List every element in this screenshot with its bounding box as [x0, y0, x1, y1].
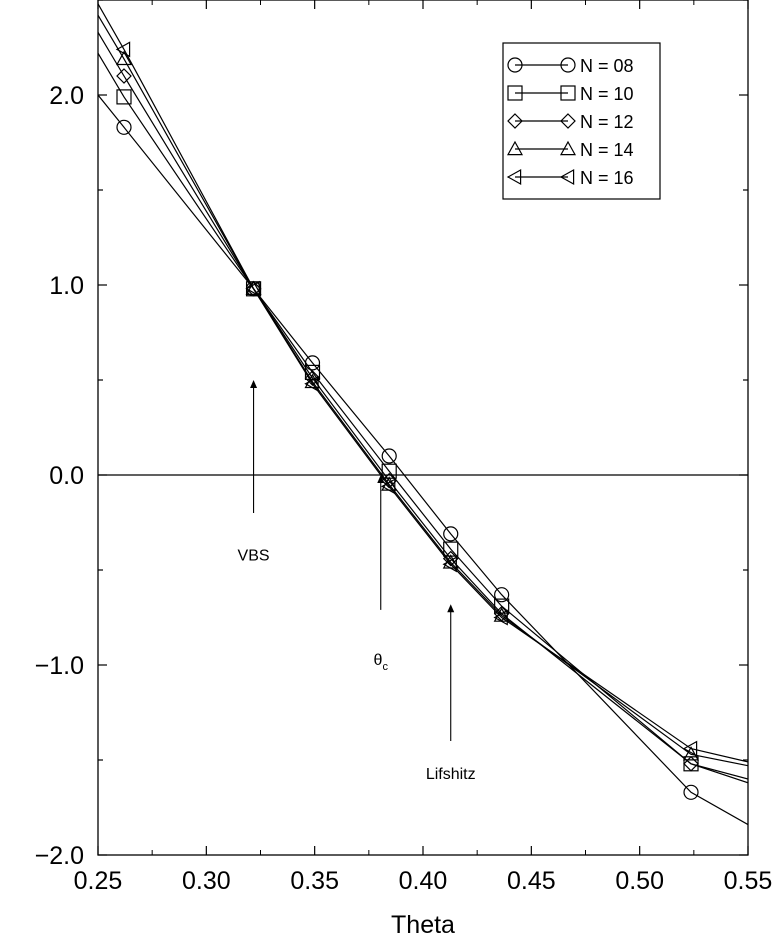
data-point — [683, 755, 699, 772]
series-line — [98, 31, 748, 780]
legend-label: N = 14 — [580, 140, 634, 160]
y-tick-label: 1.0 — [49, 272, 84, 300]
data-point — [443, 526, 459, 542]
data-point — [304, 375, 319, 392]
data-point — [115, 50, 133, 66]
data-point — [245, 280, 262, 295]
data-point — [245, 280, 260, 297]
data-point — [682, 746, 700, 761]
series-line — [98, 14, 748, 767]
legend-item: N = 10 — [507, 84, 634, 104]
annotations: VBS θc Lifshitz — [238, 380, 476, 783]
legend-item: N = 16 — [506, 168, 634, 188]
data-point — [245, 280, 262, 297]
annotation-3: Lifshitz — [426, 604, 476, 783]
annotation-1: VBS — [238, 380, 270, 565]
annotation-label: θc — [374, 652, 389, 673]
annotation-text: θ — [374, 652, 383, 669]
annotation-arrowhead — [447, 604, 455, 613]
legend-item: N = 14 — [506, 140, 634, 160]
legend-item: N = 12 — [507, 112, 634, 132]
data-point — [116, 68, 132, 84]
annotation-2: θc — [374, 475, 389, 673]
y-tick-label: −2.0 — [35, 842, 84, 870]
legend-marker-end — [559, 168, 575, 186]
x-axis-title: Theta — [391, 911, 455, 939]
y-tick-label: −1.0 — [35, 652, 84, 680]
x-tick-label: 0.50 — [615, 867, 664, 895]
x-tick-label: 0.25 — [74, 867, 123, 895]
x-tick-label: 0.45 — [507, 867, 556, 895]
axes: 0.25 0.30 0.35 0.40 0.45 0.50 0.55 −2.0 −1.0 0.0 1… — [35, 0, 773, 895]
legend-marker-start — [507, 57, 523, 73]
legend-marker-end — [560, 113, 576, 129]
series-1 — [98, 94, 748, 826]
annotation-arrowhead — [377, 475, 385, 483]
legend-item: N = 08 — [507, 56, 634, 76]
legend-label: N = 08 — [580, 56, 634, 76]
legend: N = 08 N = 10 N = 12 N = 14 N = 16 — [502, 42, 661, 200]
legend-label: N = 12 — [580, 112, 634, 132]
legend-marker-end — [560, 57, 576, 73]
annotation-arrowhead — [250, 380, 258, 388]
data-point — [116, 119, 132, 135]
series-line — [98, 3, 748, 763]
legend-label: N = 16 — [580, 168, 634, 188]
data-point — [683, 784, 699, 800]
annotation-label: Lifshitz — [426, 766, 476, 783]
y-tick-label: 0.0 — [49, 462, 84, 490]
data-point — [493, 609, 508, 626]
x-tick-label: 0.40 — [399, 867, 448, 895]
series-line — [98, 52, 748, 784]
annotation-label: VBS — [238, 548, 270, 565]
series-line — [98, 94, 748, 826]
data-point — [381, 448, 397, 464]
legend-marker-end — [559, 140, 577, 156]
data-point — [115, 41, 131, 58]
data-point — [442, 556, 457, 573]
y-tick-label: 2.0 — [49, 82, 84, 110]
x-tick-label: 0.55 — [724, 867, 773, 895]
legend-label: N = 10 — [580, 84, 634, 104]
x-tick-label: 0.30 — [182, 867, 231, 895]
legend-marker-start — [506, 140, 524, 156]
legend-marker-start — [506, 168, 522, 186]
data-point — [116, 89, 132, 105]
data-point — [682, 740, 698, 757]
legend-marker-end — [560, 85, 576, 101]
annotation-text: Lifshitz — [426, 766, 476, 783]
legend-marker-start — [507, 113, 523, 129]
series-5 — [98, 3, 748, 763]
x-tick-label: 0.35 — [290, 867, 339, 895]
annotation-subscript: c — [382, 661, 388, 673]
plot-area — [98, 3, 748, 826]
legend-marker-start — [507, 85, 523, 101]
annotation-text: VBS — [238, 548, 270, 565]
data-point — [494, 587, 510, 603]
data-point — [380, 478, 396, 495]
